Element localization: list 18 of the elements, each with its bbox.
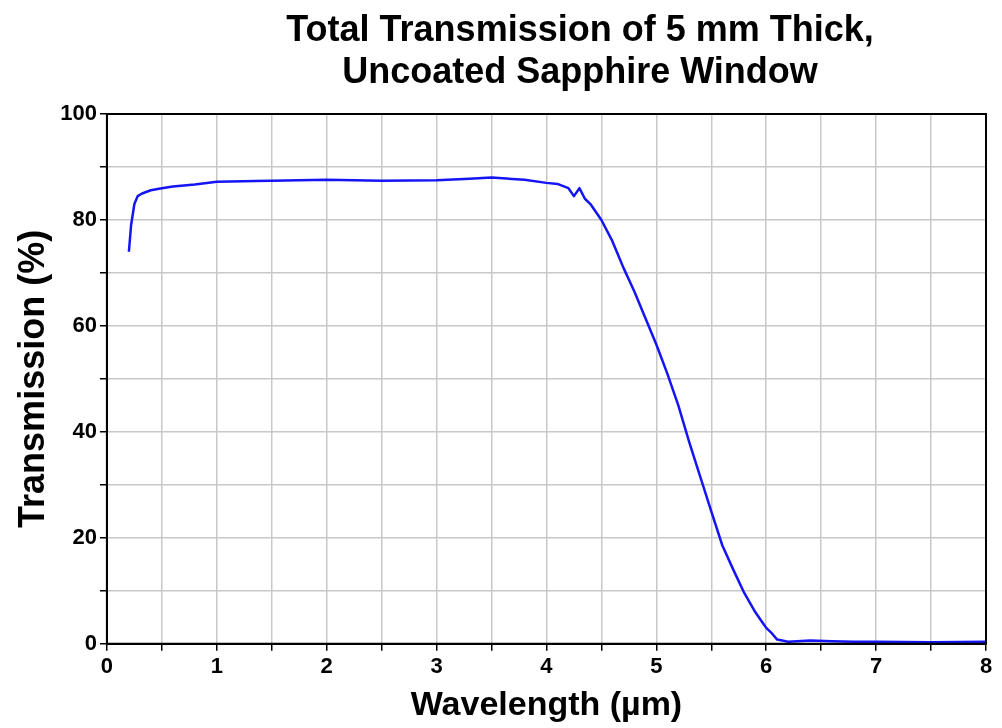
- y-tick-label: 100: [60, 100, 97, 126]
- x-tick-label: 3: [430, 653, 443, 679]
- x-tick-label: 1: [210, 653, 223, 679]
- x-axis-title: Wavelength (µm): [410, 683, 683, 722]
- x-tick-label: 0: [100, 653, 114, 679]
- y-axis-title: Transmission (%): [10, 229, 52, 528]
- y-tick-label: 40: [72, 417, 97, 443]
- x-tick-label: 6: [760, 653, 773, 679]
- x-tick-label: 4: [540, 653, 554, 679]
- x-tick-label: 2: [320, 653, 333, 679]
- y-tick-label: 20: [72, 523, 97, 549]
- y-tick-label: 0: [84, 629, 97, 655]
- y-tick-label: 80: [72, 206, 97, 232]
- x-tick-label: 7: [869, 653, 883, 679]
- x-tick-label: 5: [650, 653, 663, 679]
- chart-title: Total Transmission of 5 mm Thick, Uncoated Sapphire Window: [285, 8, 875, 92]
- x-tick-label: 8: [979, 653, 993, 679]
- y-tick-label: 60: [72, 311, 97, 337]
